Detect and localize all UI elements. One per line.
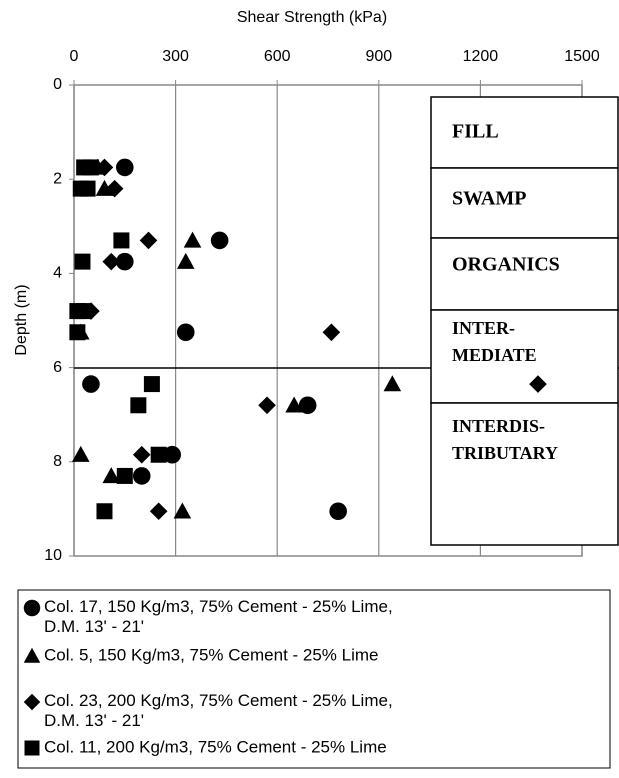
legend-marker: [24, 740, 40, 756]
legend-label: Col. 5, 150 Kg/m3, 75% Cement - 25% Lime: [44, 645, 379, 664]
point: [130, 397, 147, 414]
point: [74, 253, 91, 270]
point: [116, 252, 134, 271]
stratum-label: ORGANICS: [452, 254, 560, 276]
y-tick-label: 2: [53, 170, 62, 187]
legend-label: Col. 11, 200 Kg/m3, 75% Cement - 25% Lim…: [44, 737, 387, 756]
point: [176, 252, 195, 269]
x-tick-label: 0: [70, 48, 79, 65]
legend-label: Col. 23, 200 Kg/m3, 75% Cement - 25% Lim…: [44, 691, 393, 730]
point: [143, 376, 160, 393]
point: [102, 467, 121, 484]
point: [529, 375, 547, 393]
y-tick-label: 0: [53, 76, 62, 93]
point: [102, 252, 121, 271]
legend-marker: [23, 693, 41, 711]
stratum-label: INTER-MEDIATE: [452, 318, 537, 365]
point: [383, 375, 402, 392]
point: [322, 323, 341, 342]
stratum-label: SWAMP: [452, 188, 526, 210]
y-tick-label: 6: [53, 359, 62, 376]
point: [258, 396, 276, 415]
point: [176, 323, 195, 342]
stratum-box: [430, 237, 619, 311]
point: [71, 445, 90, 462]
point: [116, 158, 134, 177]
point: [163, 445, 182, 464]
point: [76, 303, 93, 320]
point: [173, 502, 192, 519]
point: [113, 232, 130, 249]
point: [95, 179, 114, 196]
point: [132, 445, 151, 464]
point: [105, 179, 124, 198]
point: [69, 324, 86, 341]
stratum-box: [430, 309, 619, 404]
point: [298, 396, 317, 415]
point: [285, 396, 303, 413]
point: [139, 231, 158, 250]
y-tick-label: 8: [53, 453, 62, 470]
point: [95, 158, 114, 177]
stratum-label: FILL: [452, 121, 499, 143]
point: [79, 180, 96, 197]
point: [210, 231, 229, 250]
stratum-label: INTERDIS-TRIBUTARY: [452, 416, 558, 463]
x-tick-label: 600: [264, 48, 291, 65]
legend-box: [17, 589, 611, 769]
point: [82, 375, 100, 393]
point: [183, 231, 202, 248]
point: [329, 502, 347, 521]
point: [96, 503, 113, 520]
stratum-box: [430, 402, 619, 546]
point: [149, 502, 168, 521]
point: [150, 446, 167, 463]
x-tick-label: 900: [365, 48, 392, 65]
y-tick-label: 10: [44, 547, 62, 564]
y-tick-label: 4: [53, 265, 62, 282]
y-axis-label: Depth (m): [13, 284, 30, 355]
x-tick-label: 1200: [463, 48, 499, 65]
point: [82, 159, 99, 176]
x-axis-label: Shear Strength (kPa): [237, 9, 387, 26]
legend-marker: [23, 599, 41, 617]
x-tick-label: 1500: [564, 48, 600, 65]
x-tick-label: 300: [162, 48, 189, 65]
point: [116, 467, 133, 484]
legend-marker: [23, 647, 41, 663]
point: [132, 467, 151, 485]
legend-label: Col. 17, 150 Kg/m3, 75% Cement - 25% Lim…: [44, 597, 393, 636]
